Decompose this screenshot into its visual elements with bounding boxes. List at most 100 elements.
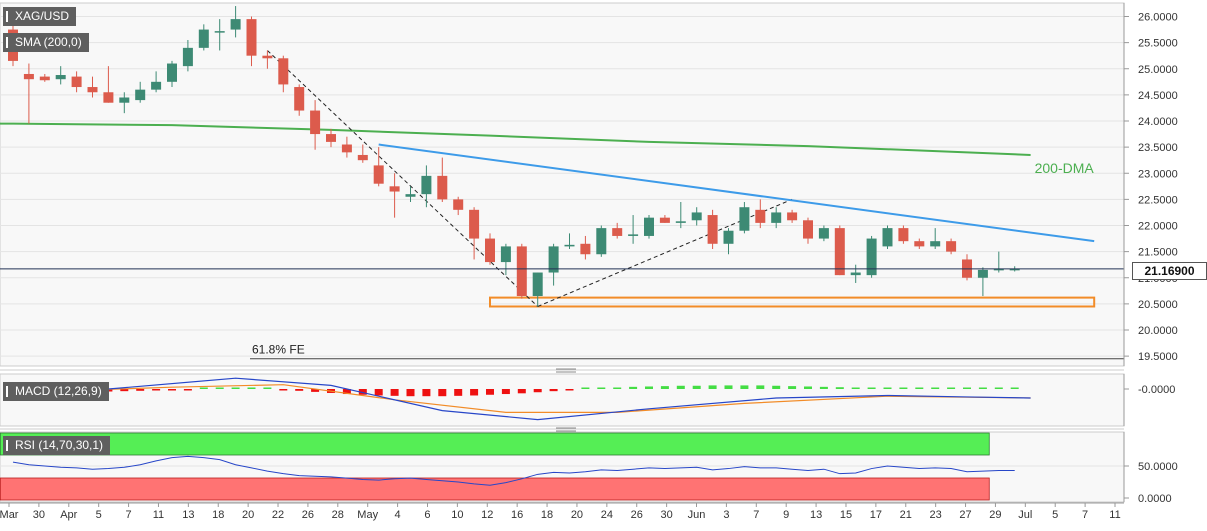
candle [787,209,798,223]
macd-histogram-bar [867,387,876,389]
x-tick-label: 5 [1052,509,1058,521]
macd-histogram-bar [247,387,256,389]
macd-histogram-bar [883,387,892,389]
price-tick-label: 23.5000 [1138,142,1178,154]
macd-signal-line [12,384,1031,413]
macd-histogram-bar [978,387,987,389]
candle-body [628,234,639,236]
candle [453,196,464,216]
candle [151,71,162,93]
macd-histogram-bar [804,386,812,389]
price-tick-label: 22.0000 [1138,221,1178,233]
candle-body [755,209,766,223]
x-tick-label: May [357,509,378,521]
candle-body [818,228,829,239]
dashed-trend-line [267,50,539,307]
candle [294,84,305,116]
macd-resize-handle[interactable] [556,368,576,373]
macd-histogram-bar [454,389,463,396]
x-tick-label: Jun [688,509,706,521]
macd-histogram-bar [136,389,145,391]
macd-histogram-bar [788,386,797,389]
candle [977,267,988,297]
candle-body [437,175,448,200]
symbol-label: XAG/USD [15,9,70,23]
badge-marker-icon [6,440,8,451]
candle [914,238,925,250]
candle [516,243,527,299]
price-tick-label: 20.0000 [1138,325,1178,337]
macd-line [12,377,1031,421]
candle-body [977,269,988,278]
candle-body [739,207,750,231]
macd-histogram-bar [740,385,749,389]
candle-body [946,241,957,252]
candle-body [71,76,82,88]
x-tick-label: 15 [840,509,852,521]
candle-body [198,29,209,48]
candle-body [771,212,782,223]
macd-histogram-bar [692,385,701,389]
candle-body [262,55,273,59]
x-tick-label: 30 [660,509,672,521]
symbol-badge[interactable]: XAG/USD [3,7,77,26]
macd-histogram-bar [120,389,129,392]
candle-body [1009,268,1020,271]
candle [882,225,893,250]
macd-histogram-bar [660,386,669,389]
candle-body [500,246,511,263]
price-tick-label: 19.5000 [1138,351,1178,363]
candle [755,199,766,229]
candle-body [182,47,193,67]
candle-body [866,238,877,276]
candle-body [659,217,670,223]
rsi-resize-handle[interactable] [556,427,576,432]
candle [739,201,750,234]
x-tick-label: 21 [900,509,912,521]
macd-histogram-bar [549,389,558,392]
candle-body [580,243,591,255]
candle [532,272,543,307]
x-tick-label: 9 [783,509,789,521]
price-tick-label: 22.5000 [1138,194,1178,206]
rsi-line [12,455,1015,486]
candle [39,73,50,82]
macd-histogram-bar [168,389,176,391]
candle-body [564,244,575,247]
candle [659,215,670,223]
candle-body [103,92,114,103]
x-tick-label: Mar [0,509,19,521]
rsi-oversold-zone [0,477,990,501]
rsi-indicator-badge[interactable]: RSI (14,70,30,1) [3,436,111,455]
x-tick-label: 7 [753,509,759,521]
candle [850,264,861,283]
x-tick-label: 17 [870,509,882,521]
candle-body [993,268,1004,271]
badge-marker-icon [6,11,8,22]
macd-histogram-bar [629,386,638,389]
macd-histogram-bar [311,389,320,392]
macd-indicator-badge[interactable]: MACD (12,26,9) [3,382,109,401]
candle [707,209,718,250]
macd-histogram-bar [565,389,574,391]
candle-body [644,217,654,236]
sma-indicator-badge[interactable]: SMA (200,0) [3,33,89,52]
macd-histogram-bar [215,387,224,389]
candle [628,215,639,244]
x-tick-label: 13 [182,509,194,521]
price-tick-label: 26.0000 [1138,12,1178,24]
x-tick-label: 27 [959,509,971,521]
sma-label: SMA (200,0) [15,35,82,49]
fib-level-label: 61.8% FE [252,343,305,357]
candle [500,243,511,276]
candle-body [691,212,702,221]
price-tick-label: 20.5000 [1138,299,1178,311]
rsi-tick-label: 0.0000 [1138,493,1172,505]
candle-body [119,97,130,103]
x-tick-label: 5 [96,509,102,521]
macd-histogram-bar [517,389,526,394]
candle-body [898,228,909,242]
candle-body [23,73,34,80]
macd-histogram-bar [645,386,653,389]
candle-body [326,134,336,142]
